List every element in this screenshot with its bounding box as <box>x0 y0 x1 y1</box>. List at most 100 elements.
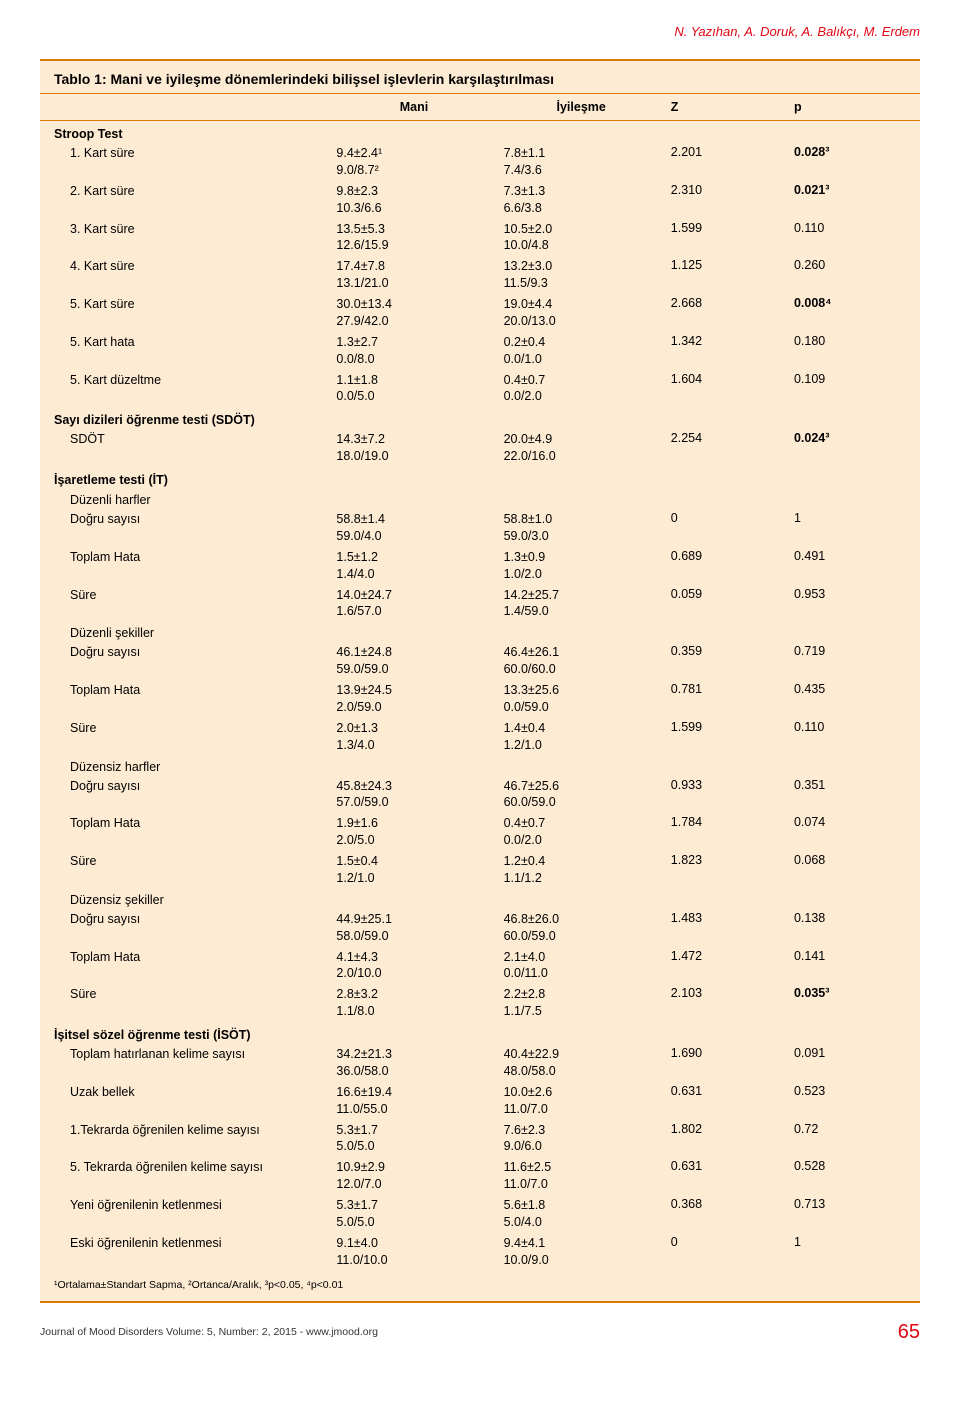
footer-journal-info: Journal of Mood Disorders Volume: 5, Num… <box>40 1326 378 1338</box>
cell-value: 10.3/6.6 <box>336 201 381 215</box>
table-row: Uzak bellek 16.6±19.411.0/55.0 10.0±2.61… <box>40 1082 920 1120</box>
row-label: Doğru sayısı <box>70 912 140 926</box>
cell-value: 2.0/5.0 <box>336 833 374 847</box>
cell-value: 0 <box>665 509 788 547</box>
cell-value: 2.2±2.8 <box>504 987 546 1001</box>
data-table: Mani İyileşme Z p Stroop Test 1. Kart sü… <box>40 94 920 1271</box>
table-container: Tablo 1: Mani ve iyileşme dönemlerindeki… <box>40 59 920 1303</box>
cell-value: 1.3±0.9 <box>504 550 546 564</box>
cell-value: 0.0/11.0 <box>504 966 548 980</box>
row-label: 1.Tekrarda öğrenilen kelime sayısı <box>70 1123 260 1137</box>
cell-value: 2.0/59.0 <box>336 700 381 714</box>
cell-value: 1.823 <box>665 851 788 889</box>
cell-value: 5.0/5.0 <box>336 1215 374 1229</box>
cell-value: 7.8±1.1 <box>504 146 546 160</box>
row-label: 3. Kart süre <box>70 222 135 236</box>
table-row: Toplam Hata 13.9±24.52.0/59.0 13.3±25.60… <box>40 680 920 718</box>
page-number: 65 <box>898 1321 920 1344</box>
cell-value: 0.719 <box>788 642 920 680</box>
cell-value: 0.110 <box>788 718 920 756</box>
cell-value: 1.802 <box>665 1120 788 1158</box>
cell-value: 5.0/4.0 <box>504 1215 542 1229</box>
cell-value: 60.0/60.0 <box>504 662 556 676</box>
cell-value: 0.368 <box>665 1195 788 1233</box>
cell-value: 5.6±1.8 <box>504 1198 546 1212</box>
cell-value: 5.3±1.7 <box>336 1123 378 1137</box>
cell-value: 1.4/59.0 <box>504 604 549 618</box>
row-label: Toplam Hata <box>70 816 140 830</box>
cell-value: 1.5±1.2 <box>336 550 378 564</box>
cell-value: 2.1±4.0 <box>504 950 546 964</box>
cell-value: 22.0/16.0 <box>504 449 556 463</box>
section-it: İşaretleme testi (İT) <box>40 467 920 489</box>
cell-value: 0.110 <box>788 219 920 257</box>
table-row: Yeni öğrenilenin ketlenmesi 5.3±1.75.0/5… <box>40 1195 920 1233</box>
cell-value: 1 <box>788 509 920 547</box>
cell-value: 1.472 <box>665 947 788 985</box>
cell-value: 1.0/2.0 <box>504 567 542 581</box>
cell-value: 0.351 <box>788 776 920 814</box>
table-row: Doğru sayısı 45.8±24.357.0/59.0 46.7±25.… <box>40 776 920 814</box>
cell-value: 9.1±4.0 <box>336 1236 378 1250</box>
cell-value: 1.1/7.5 <box>504 1004 542 1018</box>
cell-value: 46.7±25.6 <box>504 779 560 793</box>
table-row: 2. Kart süre 9.8±2.310.3/6.6 7.3±1.36.6/… <box>40 181 920 219</box>
row-label: Doğru sayısı <box>70 779 140 793</box>
row-label: Süre <box>70 588 96 602</box>
row-label: Süre <box>70 987 96 1001</box>
cell-value: 1.6/57.0 <box>336 604 381 618</box>
cell-value: 0.0/2.0 <box>504 833 542 847</box>
row-label: 1. Kart süre <box>70 146 135 160</box>
cell-value: 1.3±2.7 <box>336 335 378 349</box>
cell-value: 1.4±0.4 <box>504 721 546 735</box>
col-header-z: Z <box>665 94 788 121</box>
cell-value: 1.784 <box>665 813 788 851</box>
cell-value: 0.491 <box>788 547 920 585</box>
cell-value: 0.068 <box>788 851 920 889</box>
col-header-iyilesme: İyileşme <box>498 94 665 121</box>
cell-value: 1.599 <box>665 219 788 257</box>
cell-value: 1.2/1.0 <box>504 738 542 752</box>
table-footnote: ¹Ortalama±Standart Sapma, ²Ortanca/Aralı… <box>40 1271 920 1301</box>
cell-value: 1.2±0.4 <box>504 854 546 868</box>
cell-value: 20.0±4.9 <box>504 432 553 446</box>
row-label: 5. Kart süre <box>70 297 135 311</box>
subsection-duzensiz-harfler: Düzensiz harfler <box>40 756 920 776</box>
cell-value: 9.4±4.1 <box>504 1236 546 1250</box>
section-isot: İşitsel sözel öğrenme testi (İSÖT) <box>40 1022 920 1044</box>
cell-value: 2.254 <box>665 429 788 467</box>
cell-value: 58.0/59.0 <box>336 929 388 943</box>
table-row: 5. Kart düzeltme 1.1±1.80.0/5.0 0.4±0.70… <box>40 370 920 408</box>
cell-value: 40.4±22.9 <box>504 1047 560 1061</box>
cell-value: 1.125 <box>665 256 788 294</box>
table-row: Doğru sayısı 58.8±1.459.0/4.0 58.8±1.059… <box>40 509 920 547</box>
cell-value: 1.3/4.0 <box>336 738 374 752</box>
cell-value: 14.0±24.7 <box>336 588 392 602</box>
cell-value: 9.0/8.7² <box>336 163 378 177</box>
table-header-row: Mani İyileşme Z p <box>40 94 920 121</box>
subsection-duzenli-harfler: Düzenli harfler <box>40 489 920 509</box>
cell-value: 0.359 <box>665 642 788 680</box>
cell-value: 1.9±1.6 <box>336 816 378 830</box>
table-row: 1. Kart süre 9.4±2.4¹9.0/8.7² 7.8±1.17.4… <box>40 143 920 181</box>
cell-value: 0.028³ <box>794 145 829 159</box>
cell-value: 2.201 <box>665 143 788 181</box>
cell-value: 13.2±3.0 <box>504 259 553 273</box>
row-label: Toplam Hata <box>70 550 140 564</box>
cell-value: 0.435 <box>788 680 920 718</box>
cell-value: 14.2±25.7 <box>504 588 560 602</box>
cell-value: 59.0/59.0 <box>336 662 388 676</box>
row-label: Toplam hatırlanan kelime sayısı <box>70 1047 245 1061</box>
cell-value: 5.3±1.7 <box>336 1198 378 1212</box>
cell-value: 0.024³ <box>794 431 829 445</box>
cell-value: 2.8±3.2 <box>336 987 378 1001</box>
cell-value: 46.1±24.8 <box>336 645 392 659</box>
cell-value: 1.604 <box>665 370 788 408</box>
table-row: 5. Kart hata 1.3±2.70.0/8.0 0.2±0.40.0/1… <box>40 332 920 370</box>
cell-value: 7.4/3.6 <box>504 163 542 177</box>
cell-value: 57.0/59.0 <box>336 795 388 809</box>
cell-value: 0.933 <box>665 776 788 814</box>
cell-value: 17.4±7.8 <box>336 259 385 273</box>
cell-value: 0.035³ <box>794 986 829 1000</box>
table-row: Eski öğrenilenin ketlenmesi 9.1±4.011.0/… <box>40 1233 920 1271</box>
